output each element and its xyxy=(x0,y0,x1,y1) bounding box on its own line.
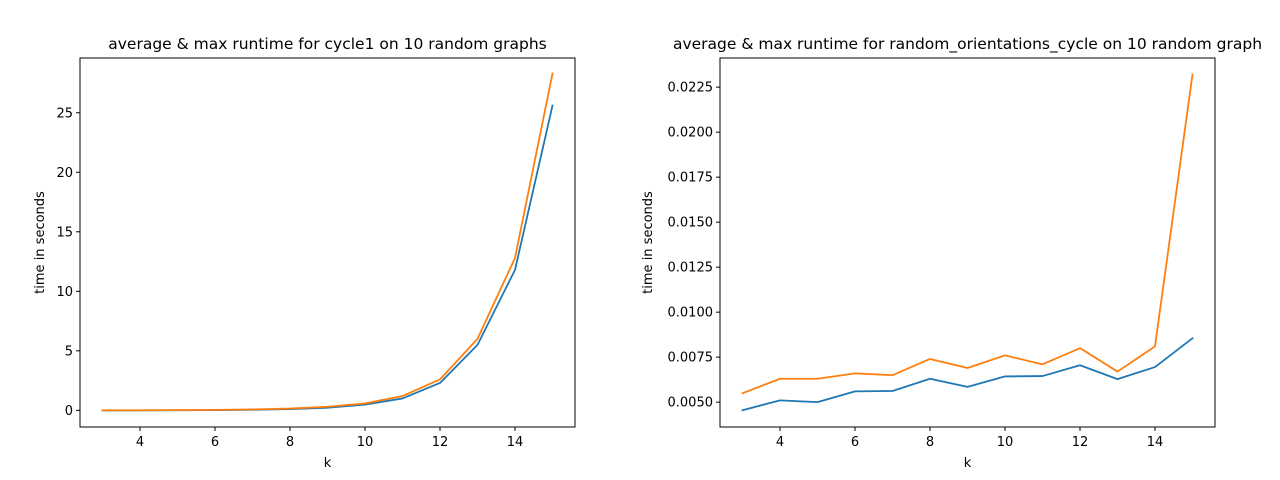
chart-title: average & max runtime for random_orienta… xyxy=(673,35,1262,54)
chart-title: average & max runtime for cycle1 on 10 r… xyxy=(108,35,547,53)
y-tick-label: 20 xyxy=(56,166,73,181)
y-tick-label: 0.0150 xyxy=(668,216,714,231)
x-tick-label: 8 xyxy=(286,435,294,450)
series-line-average xyxy=(741,336,1194,412)
y-tick-label: 0 xyxy=(65,404,73,419)
x-tick-label: 14 xyxy=(1147,435,1164,450)
x-tick-label: 4 xyxy=(776,435,784,450)
subplot-cycle1: average & max runtime for cycle1 on 10 r… xyxy=(33,35,576,471)
series-line-max xyxy=(741,73,1194,395)
y-tick-label: 0.0100 xyxy=(668,306,714,321)
y-tick-label: 25 xyxy=(56,106,73,121)
x-ticks: 4 6 8 10 12 14 xyxy=(136,427,523,450)
x-tick-label: 12 xyxy=(432,435,449,450)
x-tick-label: 14 xyxy=(507,435,524,450)
series-lines xyxy=(741,73,1194,412)
x-tick-label: 10 xyxy=(357,435,374,450)
y-ticks: 0.0050 0.0075 0.0100 0.0125 0.0150 0.0175 0.02… xyxy=(668,81,720,411)
x-axis-label: k xyxy=(324,456,332,471)
series-lines xyxy=(101,72,554,412)
x-tick-label: 12 xyxy=(1072,435,1089,450)
y-tick-label: 0.0125 xyxy=(668,261,714,276)
series-line-max xyxy=(101,72,554,412)
y-tick-label: 0.0175 xyxy=(668,171,714,186)
plot-area-frame xyxy=(719,57,1216,428)
y-ticks: 0 5 10 15 20 25 xyxy=(56,106,80,419)
x-tick-label: 4 xyxy=(136,435,144,450)
y-tick-label: 10 xyxy=(56,285,73,300)
y-tick-label: 0.0075 xyxy=(668,351,714,366)
x-axis-label: k xyxy=(964,456,972,471)
series-line-average xyxy=(101,104,554,412)
y-tick-label: 0.0200 xyxy=(668,126,714,141)
y-tick-label: 15 xyxy=(56,225,73,240)
x-tick-label: 8 xyxy=(926,435,934,450)
x-tick-label: 10 xyxy=(997,435,1014,450)
x-ticks: 4 6 8 10 12 14 xyxy=(776,427,1163,450)
y-axis-label: time in seconds xyxy=(641,191,656,294)
x-tick-label: 6 xyxy=(851,435,859,450)
y-tick-label: 5 xyxy=(65,344,73,359)
x-tick-label: 6 xyxy=(211,435,219,450)
y-tick-label: 0.0225 xyxy=(668,81,714,96)
subplot-random-orientations-cycle: average & max runtime for random_orienta… xyxy=(641,35,1262,471)
plot-area-frame xyxy=(79,57,576,428)
y-tick-label: 0.0050 xyxy=(668,396,714,411)
y-axis-label: time in seconds xyxy=(33,191,48,294)
